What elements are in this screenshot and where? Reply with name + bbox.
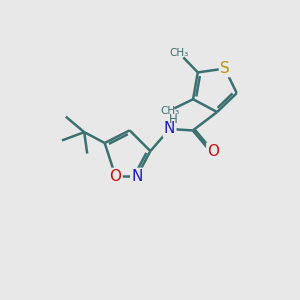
Text: O: O <box>110 169 122 184</box>
Text: CH₃: CH₃ <box>169 48 189 58</box>
Text: H: H <box>169 113 178 126</box>
Text: O: O <box>207 144 219 159</box>
Text: N: N <box>131 169 142 184</box>
Text: N: N <box>164 122 175 136</box>
Text: CH₃: CH₃ <box>160 106 179 116</box>
Text: S: S <box>220 61 230 76</box>
